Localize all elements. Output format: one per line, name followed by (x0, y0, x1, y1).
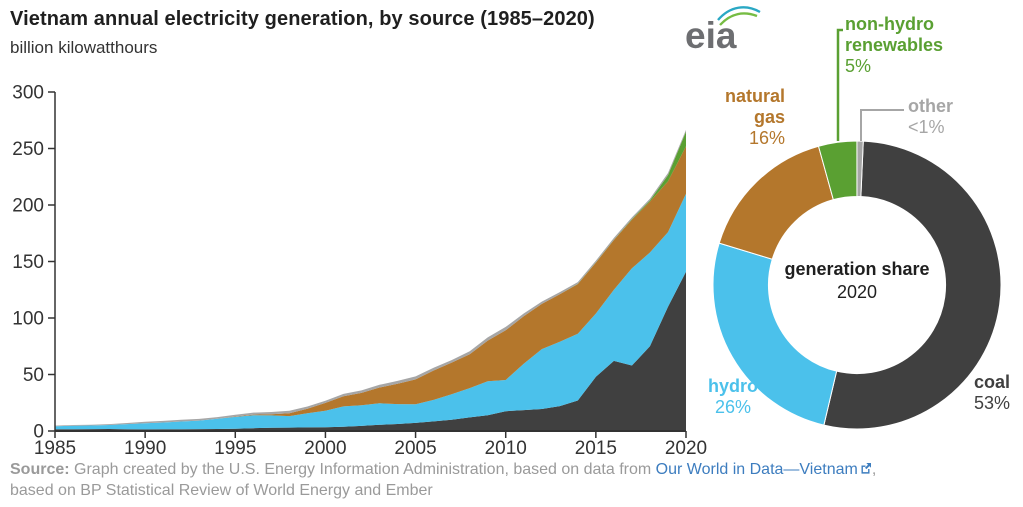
renewables-pct: 5% (845, 56, 872, 76)
x-tick-label: 1995 (214, 438, 256, 459)
donut-center-line1: generation share (784, 259, 930, 279)
x-tick-label: 1990 (124, 438, 166, 459)
donut-center-label: generation share 2020 (762, 258, 952, 304)
x-tick-label: 2000 (304, 438, 346, 459)
x-tick-label: 1985 (34, 438, 76, 459)
area-series-coal (55, 271, 686, 431)
leader-line-other (860, 109, 904, 141)
hydro-name: hydro (707, 376, 758, 396)
y-tick-label: 50 (23, 365, 44, 386)
chart-subtitle: billion kilowatthours (10, 38, 158, 57)
source-label: Source: (10, 461, 70, 478)
y-tick-label: 200 (12, 196, 44, 217)
external-link-icon (861, 463, 871, 474)
x-tick-label: 2020 (665, 438, 707, 459)
stacked-area-chart: 0 50 100 150 200 250 300 1985 1990 1995 2000 2005 20… (12, 83, 707, 459)
donut-chart: natural gas 16% non-hydro renewables 5% … (690, 0, 1023, 460)
eia-logo: eia (684, 4, 764, 56)
area-series-natural-gas (55, 146, 686, 427)
label-natural-gas: natural gas 16% (690, 86, 785, 149)
y-tick-label: 0 (33, 422, 44, 443)
area-series-hydro (55, 193, 686, 430)
label-hydro: hydro 26% (698, 376, 768, 418)
natural-gas-name: natural gas (724, 86, 785, 127)
hydro-pct: 26% (714, 397, 752, 417)
y-tick-label: 250 (12, 139, 44, 160)
label-other: other <1% (908, 96, 993, 138)
source-line-2: based on BP Statistical Review of World … (10, 482, 433, 499)
other-name: other (908, 96, 953, 116)
x-tick-label: 2015 (575, 438, 617, 459)
donut-center-line2: 2020 (836, 282, 878, 302)
source-text-1: Graph created by the U.S. Energy Informa… (69, 461, 656, 478)
coal-pct: 53% (973, 393, 1010, 413)
donut-slice-natural-gas (718, 145, 834, 260)
logo-swoosh-teal (717, 6, 761, 21)
y-tick-label: 150 (12, 252, 44, 273)
donut-slice-hydro (712, 242, 838, 426)
x-tick-label: 2010 (485, 438, 527, 459)
label-non-hydro-renewables: non-hydro renewables 5% (845, 14, 975, 77)
chart-title: Vietnam annual electricity generation, b… (10, 8, 595, 30)
footer-source: Source: Graph created by the U.S. Energy… (10, 459, 1018, 501)
logo-text: eia (685, 15, 737, 56)
other-pct: <1% (908, 117, 945, 137)
donut-slice-other (856, 140, 864, 198)
x-tick-label: 2005 (394, 438, 436, 459)
donut-rings (712, 140, 1002, 430)
y-tick-label: 300 (12, 83, 44, 104)
label-coal: coal 53% (938, 372, 1010, 414)
source-text-2: , (871, 461, 877, 478)
eia-logo-graphic: eia (685, 6, 761, 56)
source-link[interactable]: Our World in Data—Vietnam (656, 461, 872, 478)
renewables-name: non-hydro renewables (845, 14, 944, 55)
coal-name: coal (973, 372, 1010, 392)
logo-swoosh-green (719, 12, 758, 26)
leader-line-renewables (836, 28, 843, 141)
natural-gas-pct: 16% (748, 128, 785, 148)
source-link-text: Our World in Data—Vietnam (655, 461, 858, 478)
y-tick-label: 100 (12, 309, 44, 330)
donut-slice-coal (823, 140, 1002, 430)
